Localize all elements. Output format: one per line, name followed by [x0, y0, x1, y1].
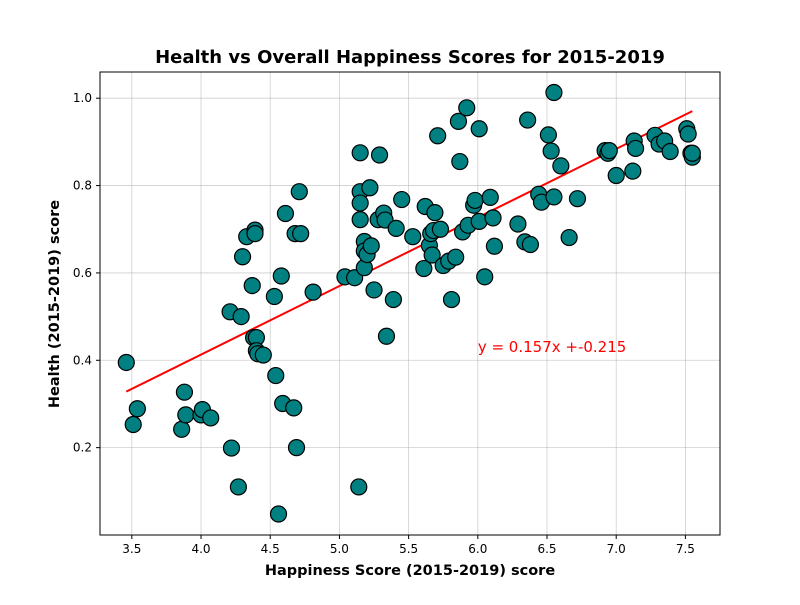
regression-equation: y = 0.157x +-0.215 [478, 338, 627, 356]
data-point [423, 246, 441, 264]
x-tick-label: 5.5 [399, 542, 418, 556]
data-point [243, 276, 261, 295]
y-axis-ticks: 0.2 0.4 0.6 0.8 1.0 [73, 91, 100, 455]
data-point [521, 235, 540, 254]
data-point [304, 283, 322, 301]
x-tick-label: 7.0 [607, 542, 626, 556]
x-tick-label: 6.0 [468, 542, 487, 556]
data-point [449, 112, 468, 130]
data-point [481, 188, 499, 206]
x-tick-label: 7.5 [676, 542, 695, 556]
x-tick-label: 4.5 [261, 542, 280, 556]
data-point [365, 281, 383, 299]
y-tick-label: 0.6 [73, 266, 92, 280]
data-point [626, 139, 645, 158]
data-point [404, 228, 422, 246]
data-point [350, 478, 368, 496]
x-tick-label: 3.5 [122, 542, 141, 556]
data-point [442, 290, 461, 309]
data-point [545, 188, 563, 206]
data-point [265, 287, 283, 306]
data-points [117, 83, 701, 523]
data-point [202, 409, 220, 427]
data-point [362, 237, 380, 255]
data-point [415, 259, 433, 278]
data-point [272, 267, 290, 285]
x-tick-label: 6.5 [537, 542, 556, 556]
data-point [267, 366, 285, 385]
data-point [233, 248, 252, 266]
data-point [470, 120, 488, 138]
data-point [683, 144, 701, 162]
data-point [222, 439, 241, 457]
y-axis-label: Health (2015-2019) score [47, 200, 63, 408]
data-point [542, 142, 560, 160]
data-point [290, 183, 308, 201]
data-point [254, 346, 272, 364]
data-point [539, 126, 557, 144]
data-point [269, 505, 288, 523]
y-tick-label: 0.4 [73, 353, 92, 367]
data-point [624, 162, 642, 180]
data-point [361, 179, 379, 197]
data-point [466, 191, 484, 210]
data-point [351, 211, 369, 229]
data-point [485, 237, 504, 255]
data-point [177, 406, 195, 424]
data-point [447, 248, 465, 266]
x-axis-label: Happiness Score (2015-2019) score [265, 563, 556, 579]
data-point [173, 420, 191, 438]
data-point [285, 399, 303, 417]
data-point [370, 146, 389, 164]
data-point [426, 204, 444, 222]
data-point [451, 152, 469, 171]
x-tick-label: 5.0 [330, 542, 349, 556]
regression-line [125, 110, 693, 393]
data-point [351, 194, 369, 212]
data-point [287, 439, 306, 457]
data-point [568, 190, 587, 208]
data-point [600, 142, 618, 160]
y-tick-label: 1.0 [73, 91, 92, 105]
data-point [484, 209, 502, 227]
regression-line-group [125, 110, 693, 393]
data-point [232, 308, 250, 326]
data-point [175, 383, 194, 401]
y-tick-label: 0.8 [73, 179, 92, 193]
plot-frame [99, 71, 721, 536]
x-tick-label: 4.0 [191, 542, 210, 556]
data-point [509, 215, 527, 233]
data-point [431, 220, 450, 238]
data-point [607, 166, 625, 185]
data-point [679, 125, 697, 143]
data-point [377, 327, 396, 345]
data-point [387, 219, 405, 237]
data-point [429, 127, 447, 145]
data-point [246, 225, 264, 243]
data-point [476, 268, 494, 286]
data-point [229, 478, 247, 496]
data-point [124, 415, 142, 434]
data-point [117, 353, 135, 372]
data-point [458, 99, 476, 117]
data-point [519, 111, 537, 129]
data-point [128, 400, 146, 418]
y-tick-label: 0.2 [73, 441, 92, 455]
x-axis-ticks: 3.5 4.0 4.5 5.0 5.5 6.0 6.5 7.0 7.5 [122, 535, 695, 556]
data-point [560, 228, 578, 247]
data-point [393, 190, 411, 209]
data-point [351, 144, 369, 162]
data-point [276, 204, 295, 223]
chart-title: Health vs Overall Happiness Scores for 2… [155, 47, 665, 68]
data-point [545, 83, 563, 102]
data-point [661, 142, 679, 161]
data-point [292, 225, 310, 243]
data-point [384, 290, 402, 309]
data-point [552, 157, 570, 175]
grid [100, 72, 720, 535]
